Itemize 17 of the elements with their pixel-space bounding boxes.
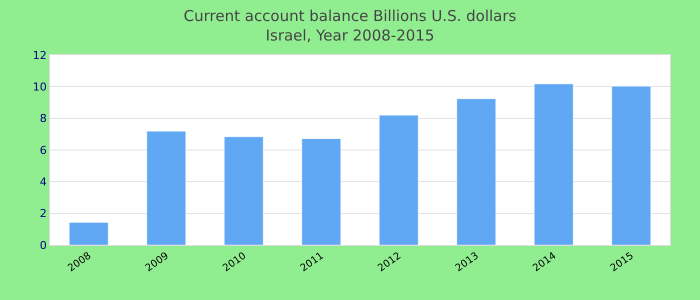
- bar: [69, 222, 108, 245]
- chart-title: Current account balance Billions U.S. dollars: [184, 7, 517, 25]
- y-tick-label: 0: [40, 238, 47, 252]
- bar: [224, 136, 264, 245]
- bar: [534, 84, 574, 245]
- y-tick-label: 12: [32, 48, 47, 62]
- bar: [379, 115, 418, 245]
- y-tick-label: 6: [40, 144, 47, 157]
- bar: [146, 131, 186, 245]
- bar: [302, 138, 341, 245]
- bar: [456, 98, 496, 245]
- bar: [612, 86, 651, 245]
- chart-subtitle: Israel, Year 2008-2015: [266, 26, 434, 44]
- y-tick-label: 2: [40, 207, 47, 220]
- y-tick-label: 8: [40, 112, 47, 126]
- y-tick-label: 4: [40, 176, 47, 189]
- y-tick-label: 10: [32, 80, 47, 94]
